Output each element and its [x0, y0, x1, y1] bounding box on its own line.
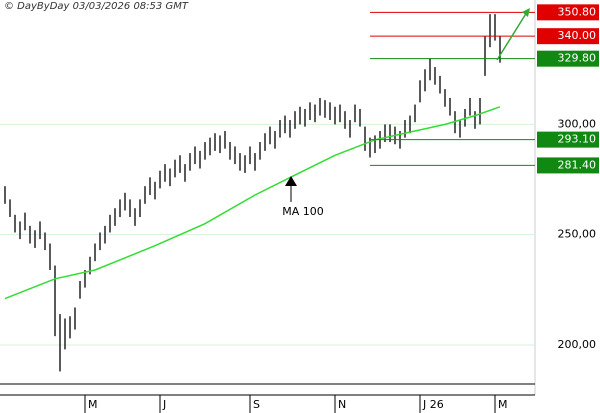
annotation-arrow-head	[285, 176, 297, 186]
y-tick-label: 300,00	[558, 117, 597, 130]
level-box	[537, 131, 599, 148]
level-label: 350.80	[558, 5, 597, 18]
x-tick-label: S	[253, 398, 260, 411]
trend-arrow-head	[522, 8, 530, 17]
level-label: 293.10	[558, 133, 597, 146]
x-tick-label: J	[162, 398, 166, 411]
level-box	[537, 28, 599, 45]
level-label: 340.00	[558, 29, 597, 42]
x-tick-label: J 26	[422, 398, 444, 411]
x-tick-label: N	[338, 398, 346, 411]
level-box	[537, 4, 599, 21]
level-box	[537, 50, 599, 67]
annotation: MA 100	[282, 205, 324, 218]
header: © DayByDay 03/03/2026 08:53 GMT	[4, 1, 189, 12]
y-tick-label: 250,00	[558, 228, 597, 241]
plot: 200,00 250,00 300,00 M J S N J 26 M	[0, 11, 597, 413]
level-label: 281.40	[558, 158, 597, 171]
level-label: 329.80	[558, 52, 597, 65]
x-tick-label: M	[88, 398, 98, 411]
x-tick-label: M	[498, 398, 508, 411]
y-tick-label: 200,00	[558, 338, 597, 351]
trend-arrow	[496, 11, 528, 61]
level-box	[537, 157, 599, 174]
moving-average	[4, 106, 501, 300]
